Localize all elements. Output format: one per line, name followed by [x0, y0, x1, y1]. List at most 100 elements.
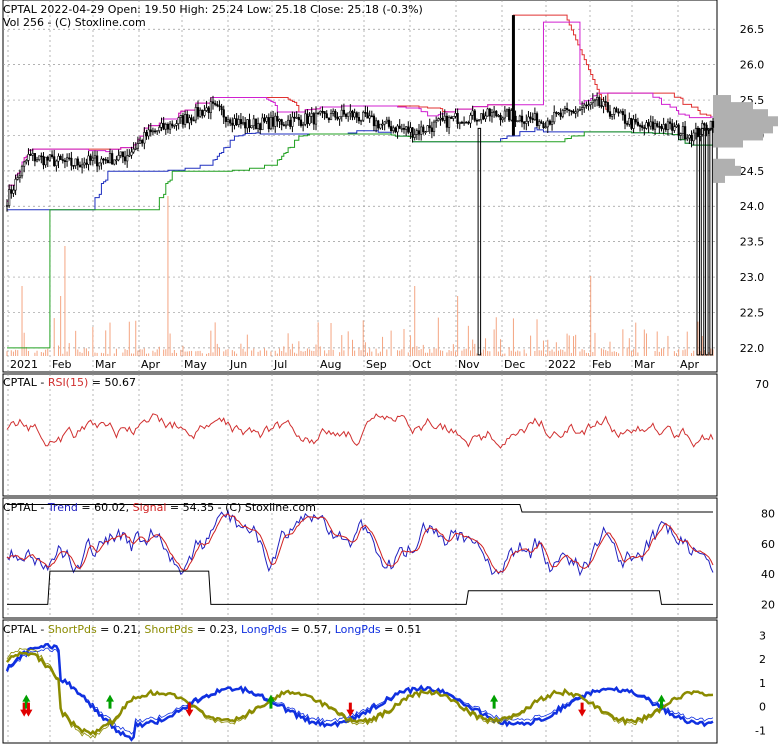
candle-body: [497, 115, 500, 117]
candle-spike: [705, 127, 709, 356]
candle-body: [14, 178, 17, 191]
candle-body: [529, 116, 532, 119]
candle-body: [18, 175, 21, 178]
candle-body: [621, 111, 624, 116]
candle-body: [583, 104, 586, 108]
price-ytick-label: 24.5: [740, 165, 765, 178]
candle-body: [65, 157, 69, 163]
up-arrow-icon: [657, 694, 666, 709]
candle-body: [344, 113, 348, 117]
candle-body: [671, 123, 674, 131]
candle-body: [61, 159, 64, 161]
up-arrow-icon: [106, 694, 115, 709]
mid-band-line: [7, 21, 713, 202]
candle-body: [130, 151, 133, 156]
candle-body: [510, 110, 513, 121]
candle-body: [379, 123, 382, 129]
candle-body: [271, 117, 275, 127]
candle-body: [239, 119, 243, 125]
candle-body: [282, 124, 285, 126]
candle-body: [422, 126, 425, 133]
candle-body: [74, 158, 77, 166]
candle-body: [619, 111, 622, 114]
candle-body: [555, 112, 558, 114]
candle-body: [600, 105, 603, 107]
candle-spike: [700, 127, 705, 356]
candle-body: [649, 121, 652, 127]
candle-body: [499, 115, 502, 121]
candle-body: [608, 111, 612, 117]
candle-body: [445, 115, 449, 128]
candle-body: [248, 119, 251, 128]
candle-body: [267, 117, 270, 130]
candle-body: [538, 121, 541, 126]
signal-line: [6, 513, 714, 574]
candle-body: [439, 117, 442, 120]
candle-body: [413, 134, 416, 138]
up-arrow-icon: [266, 694, 275, 709]
candle-body: [565, 108, 569, 110]
candle-body: [153, 130, 157, 133]
candle-body: [527, 116, 530, 122]
candle-body: [606, 102, 609, 112]
price-xtick-label: Aug: [320, 358, 341, 371]
candle-body: [377, 120, 380, 129]
candle-body: [10, 189, 13, 194]
candle-body: [679, 133, 682, 136]
candle-spike: [477, 127, 482, 356]
price-xtick-label: Apr: [141, 358, 161, 371]
candle-body: [383, 121, 386, 125]
up-arrow-icon: [490, 694, 499, 709]
candle-body: [465, 121, 468, 124]
candle-body: [557, 112, 560, 115]
candle-body: [85, 162, 88, 165]
candle-body: [417, 130, 421, 135]
candle-body: [162, 122, 165, 130]
candle-body: [559, 112, 562, 117]
candle-body: [115, 159, 118, 162]
candle-body: [128, 154, 131, 157]
candle-body: [55, 160, 58, 167]
candle-body: [405, 126, 408, 130]
candle-body: [357, 117, 361, 122]
candle-body: [450, 116, 453, 119]
candle-body: [332, 110, 335, 114]
candle-body: [96, 155, 99, 167]
trend-header: CPTAL - Trend = 60.02, Signal = 54.35 - …: [3, 501, 316, 514]
candle-body: [662, 124, 665, 130]
candle-body: [581, 107, 584, 110]
candle-body: [81, 164, 84, 168]
pds-ytick-label: 0: [759, 701, 766, 714]
candle-body: [8, 189, 11, 206]
candle-body: [647, 122, 650, 127]
candle-body: [93, 155, 97, 159]
candle-body: [203, 110, 206, 116]
candle-body: [132, 148, 135, 153]
candle-body: [297, 117, 300, 121]
candle-spike: [696, 127, 700, 356]
rsi-panel: 70: [2, 373, 769, 497]
candle-body: [299, 119, 303, 126]
candle-body: [400, 127, 403, 130]
down-arrow-icon: [346, 702, 355, 717]
down-arrow-icon: [185, 702, 194, 717]
candle-body: [59, 155, 62, 160]
volume-profile-bar: [713, 102, 753, 113]
candle-body: [229, 119, 232, 124]
candle-body: [181, 115, 185, 125]
candle-body: [306, 113, 309, 124]
candle-body: [171, 123, 174, 127]
candle-body: [471, 110, 474, 116]
candle-body: [430, 127, 433, 132]
candle-body: [269, 117, 273, 130]
volume-profile-bar: [713, 95, 731, 106]
price-xtick-label: Feb: [52, 358, 71, 371]
price-xtick-label: Oct: [412, 358, 432, 371]
volume-profile-bar: [713, 116, 778, 127]
candle-body: [259, 123, 262, 131]
candle-body: [108, 153, 112, 164]
candle-body: [452, 116, 455, 119]
candle-body: [570, 110, 573, 113]
candle-body: [184, 114, 187, 125]
candle-body: [254, 118, 258, 129]
